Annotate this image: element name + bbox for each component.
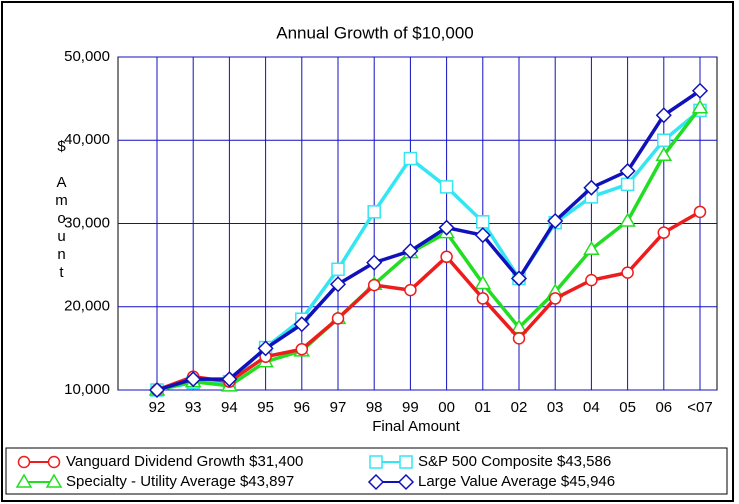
x-tick-label: 95: [257, 399, 274, 416]
marker: [547, 212, 564, 230]
marker: [404, 283, 417, 297]
marker: [691, 82, 709, 99]
marker: [439, 180, 454, 194]
marker: [655, 146, 673, 161]
marker: [257, 340, 274, 357]
marker: [185, 371, 202, 388]
marker: [510, 270, 528, 287]
marker: [474, 274, 492, 290]
x-tick-label: 01: [474, 399, 491, 416]
legend-box: [5, 447, 728, 495]
marker: [369, 455, 383, 469]
marker: [367, 473, 385, 491]
marker: [583, 179, 600, 196]
x-tick-label: 94: [221, 399, 238, 416]
x-tick-label: 02: [511, 399, 528, 416]
legend-label: Specialty - Utility Average $43,897: [66, 473, 294, 490]
legend-label: S&P 500 Composite $43,586: [418, 453, 611, 470]
marker: [474, 227, 491, 244]
marker: [331, 262, 345, 277]
marker: [438, 219, 455, 236]
marker: [47, 455, 61, 469]
marker: [367, 278, 381, 292]
marker: [403, 151, 418, 166]
y-tick-label: 20,000: [64, 298, 110, 315]
marker: [295, 342, 309, 356]
marker: [367, 205, 381, 219]
marker: [657, 133, 671, 147]
x-tick-label: 04: [583, 399, 600, 416]
chart-title: Annual Growth of $10,000: [276, 23, 474, 42]
marker: [331, 312, 345, 325]
y-tick-label: 30,000: [64, 214, 110, 231]
marker: [583, 240, 600, 256]
x-tick-label: 96: [293, 399, 310, 416]
marker: [691, 99, 709, 114]
x-tick-label: 98: [366, 399, 383, 416]
marker: [619, 212, 636, 227]
marker: [512, 332, 526, 345]
y-tick-label: 50,000: [64, 48, 110, 65]
x-tick-label: 03: [547, 399, 564, 416]
legend-label: Vanguard Dividend Growth $31,400: [66, 453, 303, 470]
marker: [293, 316, 310, 333]
marker: [619, 162, 636, 180]
marker: [221, 371, 238, 388]
marker: [397, 473, 415, 491]
marker: [620, 177, 635, 192]
marker: [655, 107, 672, 124]
x-tick-label: 97: [330, 399, 347, 416]
series-line: [156, 89, 701, 392]
x-tick-label: 99: [402, 399, 419, 416]
marker: [45, 473, 63, 488]
y-axis-label: $ Amount: [53, 138, 70, 282]
marker: [329, 276, 347, 293]
x-tick-label: 92: [149, 399, 166, 416]
series-line: [156, 106, 702, 392]
x-tick-label: 00: [438, 399, 455, 416]
x-tick-label: 06: [655, 399, 672, 416]
marker: [548, 292, 562, 305]
marker: [476, 292, 490, 305]
marker: [585, 273, 598, 287]
x-tick-label: <07: [687, 399, 712, 416]
x-tick-label: 93: [185, 399, 202, 416]
marker: [657, 226, 671, 239]
marker: [148, 381, 166, 399]
marker: [440, 250, 453, 264]
marker: [476, 215, 490, 229]
marker: [15, 473, 33, 488]
marker: [17, 455, 31, 469]
legend-label: Large Value Average $45,946: [418, 473, 615, 490]
y-tick-label: 10,000: [64, 381, 110, 398]
marker: [621, 266, 634, 279]
x-axis-label: Final Amount: [372, 418, 460, 435]
marker: [693, 205, 707, 219]
x-tick-label: 05: [619, 399, 636, 416]
y-tick-label: 40,000: [64, 131, 110, 148]
series-line: [156, 210, 701, 392]
marker: [402, 242, 419, 260]
marker: [399, 455, 413, 469]
marker: [366, 254, 383, 271]
